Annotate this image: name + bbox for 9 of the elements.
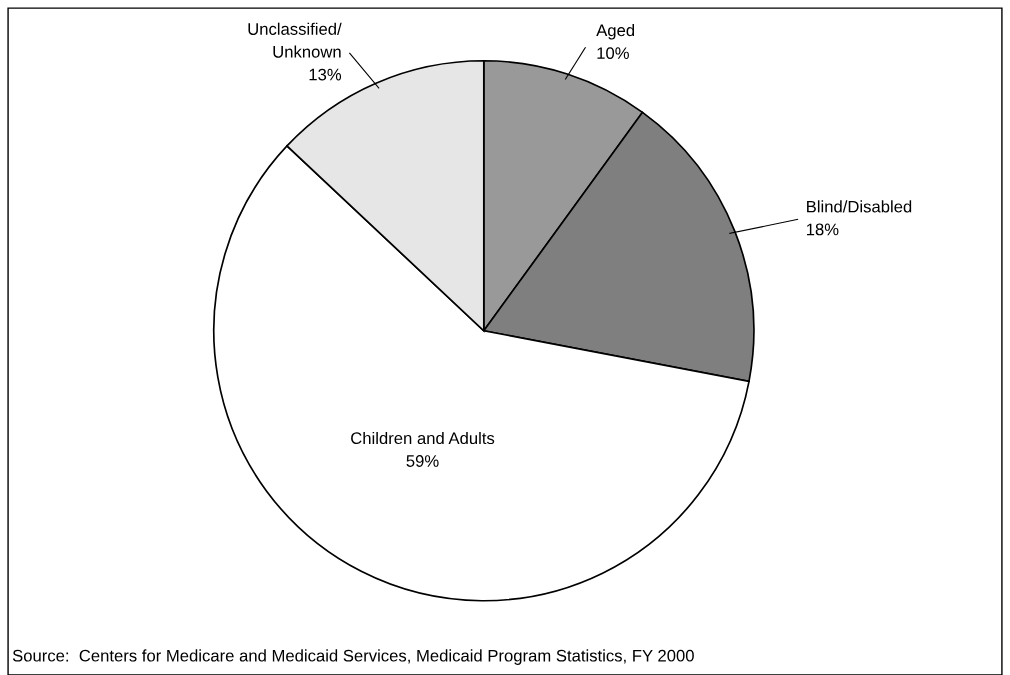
- data-label: 18%: [806, 223, 839, 236]
- source-note: Source: Centers for Medicare and Medicaid Services, Medicaid Program Statistics, FY 2000: [12, 649, 694, 665]
- slice-label: Aged: [596, 23, 635, 40]
- slice-label: Children and Adults: [351, 431, 495, 445]
- slice-label: Blind/Disabled: [807, 200, 912, 213]
- data-label: 13%: [309, 68, 342, 81]
- data-label: 10%: [597, 47, 629, 60]
- slice-label: Unclassified/ Unknown: [248, 22, 342, 58]
- data-label: 59%: [406, 455, 439, 467]
